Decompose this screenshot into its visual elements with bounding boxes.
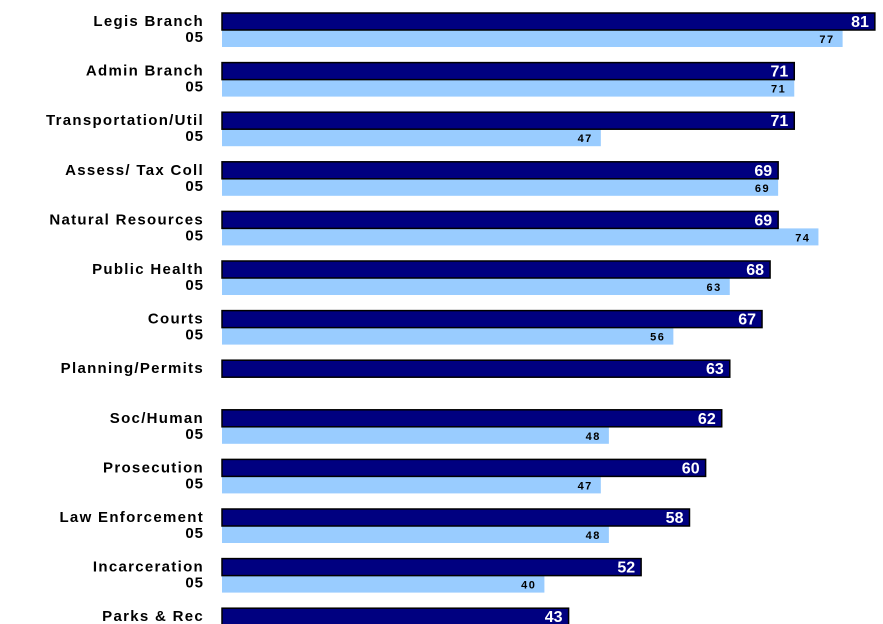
value-label-prev: 69 (755, 183, 770, 195)
category-label: Prosecution (103, 459, 204, 476)
bar-main (221, 359, 731, 378)
bar-main (221, 61, 796, 81)
value-label-main: 71 (770, 64, 788, 81)
sub-label: 05 (185, 327, 204, 344)
sub-label: 05 (185, 128, 204, 145)
value-label-prev: 48 (586, 530, 601, 542)
value-label-main: 69 (754, 212, 772, 229)
bar-prev (222, 79, 795, 97)
value-label-main: 71 (770, 113, 788, 130)
bar-prev (222, 30, 843, 47)
bar-prev (222, 526, 609, 543)
bar-prev (222, 278, 730, 295)
value-label-prev: 47 (578, 133, 593, 145)
sub-label: 05 (185, 178, 204, 195)
value-label-main: 58 (666, 510, 684, 527)
bar-main (221, 260, 771, 279)
bar-prev (222, 575, 545, 593)
bar-main (221, 557, 642, 577)
category-label: Admin Branch (86, 63, 204, 80)
bar-prev (222, 476, 601, 494)
value-label-prev: 47 (578, 480, 593, 492)
bar-group: 63 Planning/Permits (61, 359, 731, 378)
bar-main (221, 508, 691, 527)
value-label-prev: 71 (771, 84, 786, 96)
value-label-main: 52 (617, 560, 635, 577)
bar-prev (222, 426, 609, 444)
value-label-main: 68 (746, 262, 764, 279)
bar-prev (222, 178, 779, 196)
value-label-main: 69 (754, 163, 772, 180)
bar-prev (222, 327, 674, 345)
category-label: Transportation/Util (46, 112, 204, 129)
category-label: Public Health (92, 261, 204, 278)
value-label-prev: 74 (795, 232, 810, 244)
category-label: Natural Resources (49, 211, 204, 228)
value-label-main: 62 (698, 411, 716, 428)
bar-main (221, 458, 707, 478)
sub-label: 05 (185, 475, 204, 492)
category-label: Assess/ Tax Coll (65, 162, 204, 179)
bar-main (221, 607, 570, 624)
value-label-prev: 40 (521, 580, 536, 592)
value-label-prev: 77 (819, 34, 834, 46)
bar-main (221, 161, 779, 180)
value-label-main: 60 (682, 460, 700, 477)
bar-prev (222, 228, 819, 246)
category-label: Soc/Human (110, 410, 204, 427)
category-label: Law Enforcement (59, 509, 204, 526)
category-label: Parks & Rec (102, 608, 204, 624)
bar-main (221, 12, 876, 31)
sub-label: 05 (185, 525, 204, 542)
category-label: Legis Branch (93, 13, 204, 30)
value-label-prev: 48 (586, 431, 601, 443)
bar-group: 6943Parks & Rec05 (102, 607, 570, 624)
value-label-main: 43 (545, 609, 563, 624)
bar-main (221, 111, 796, 130)
value-label-prev: 56 (650, 332, 665, 344)
bar-main (221, 210, 779, 230)
bar-main (221, 409, 723, 428)
category-label: Planning/Permits (61, 360, 204, 377)
category-label: Courts (148, 311, 204, 328)
value-label-main: 67 (738, 312, 756, 329)
sub-label: 05 (185, 29, 204, 46)
bar-main (221, 309, 763, 329)
sub-label: 05 (185, 277, 204, 294)
bar-prev (222, 129, 601, 147)
value-label-main: 63 (706, 361, 724, 378)
sub-label: 05 (185, 79, 204, 96)
value-label-prev: 63 (707, 282, 722, 294)
sub-label: 05 (185, 227, 204, 244)
category-label: Incarceration (93, 559, 204, 576)
sub-label: 05 (185, 575, 204, 592)
value-label-main: 81 (851, 14, 869, 31)
sub-label: 05 (185, 426, 204, 443)
